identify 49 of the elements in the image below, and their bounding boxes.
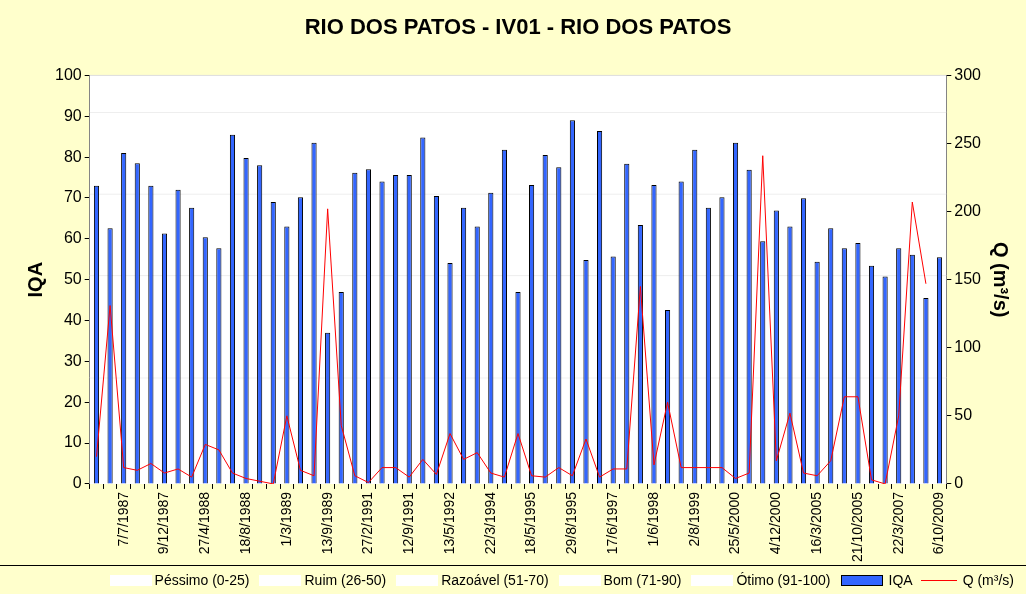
x-tick-label: 17/6/1997 xyxy=(604,491,621,555)
x-tick-label: 13/9/1989 xyxy=(318,491,335,555)
y-tick-label: 0 xyxy=(72,474,82,492)
y2-tick-label: 200 xyxy=(954,201,982,219)
chart-title: RIO DOS PATOS - IV01 - RIO DOS PATOS xyxy=(304,14,732,40)
x-tick-label: 21/10/2005 xyxy=(848,491,865,563)
y-tick-label: 80 xyxy=(63,147,82,165)
legend-label: Ótimo (91-100) xyxy=(736,572,831,588)
y2-tick-label: 250 xyxy=(954,133,982,151)
legend-label: Razoável (51-70) xyxy=(441,572,549,588)
y2-tick-label: 100 xyxy=(954,338,982,356)
legend-label: Q (m³/s) xyxy=(962,572,1014,588)
x-tick-label: 2/8/1999 xyxy=(685,491,702,547)
y-tick-label: 40 xyxy=(63,310,82,328)
y-tick-label: 70 xyxy=(63,188,82,206)
x-tick-label: 1/6/1998 xyxy=(644,491,661,547)
x-tick-label: 18/5/1995 xyxy=(522,491,539,555)
y-axis-title: IQA xyxy=(23,261,46,298)
y-tick-label: 20 xyxy=(63,392,82,410)
x-tick-label: 16/3/2005 xyxy=(807,491,824,555)
x-tick-label: 27/2/1991 xyxy=(359,491,376,555)
y-tick-label: 100 xyxy=(54,65,82,83)
x-tick-label: 13/5/1992 xyxy=(440,491,457,555)
x-tick-label: 9/12/1987 xyxy=(155,491,172,555)
y-tick-label: 50 xyxy=(63,270,82,288)
y2-axis-title: Q (m³/s) xyxy=(990,241,1013,318)
y-tick-label: 90 xyxy=(63,106,82,124)
y-tick-label: 10 xyxy=(63,433,82,451)
x-tick-label: 29/8/1995 xyxy=(563,491,580,555)
x-tick-label: 6/10/2009 xyxy=(930,491,947,555)
y-tick-label: 60 xyxy=(63,229,82,247)
x-tick-label: 12/9/1991 xyxy=(400,491,417,555)
x-tick-label: 1/3/1989 xyxy=(277,491,294,547)
x-tick-label: 22/3/1994 xyxy=(481,491,498,555)
legend-label: IQA xyxy=(888,572,913,588)
legend-label: Ruim (26-50) xyxy=(304,572,387,588)
y2-tick-label: 150 xyxy=(954,270,982,288)
y2-tick-label: 300 xyxy=(954,65,982,83)
y-tick-label: 30 xyxy=(63,351,82,369)
x-tick-label: 27/4/1988 xyxy=(196,491,213,555)
y2-tick-label: 50 xyxy=(954,406,973,424)
x-tick-label: 4/12/2000 xyxy=(767,491,784,555)
x-tick-label: 22/3/2007 xyxy=(889,491,906,555)
x-tick-label: 25/5/2000 xyxy=(726,491,743,555)
legend-label: Péssimo (0-25) xyxy=(154,572,250,588)
y2-tick-label: 0 xyxy=(954,474,964,492)
x-tick-label: 18/8/1988 xyxy=(236,491,253,555)
legend-label: Bom (71-90) xyxy=(603,572,682,588)
x-tick-label: 7/7/1987 xyxy=(114,491,131,547)
